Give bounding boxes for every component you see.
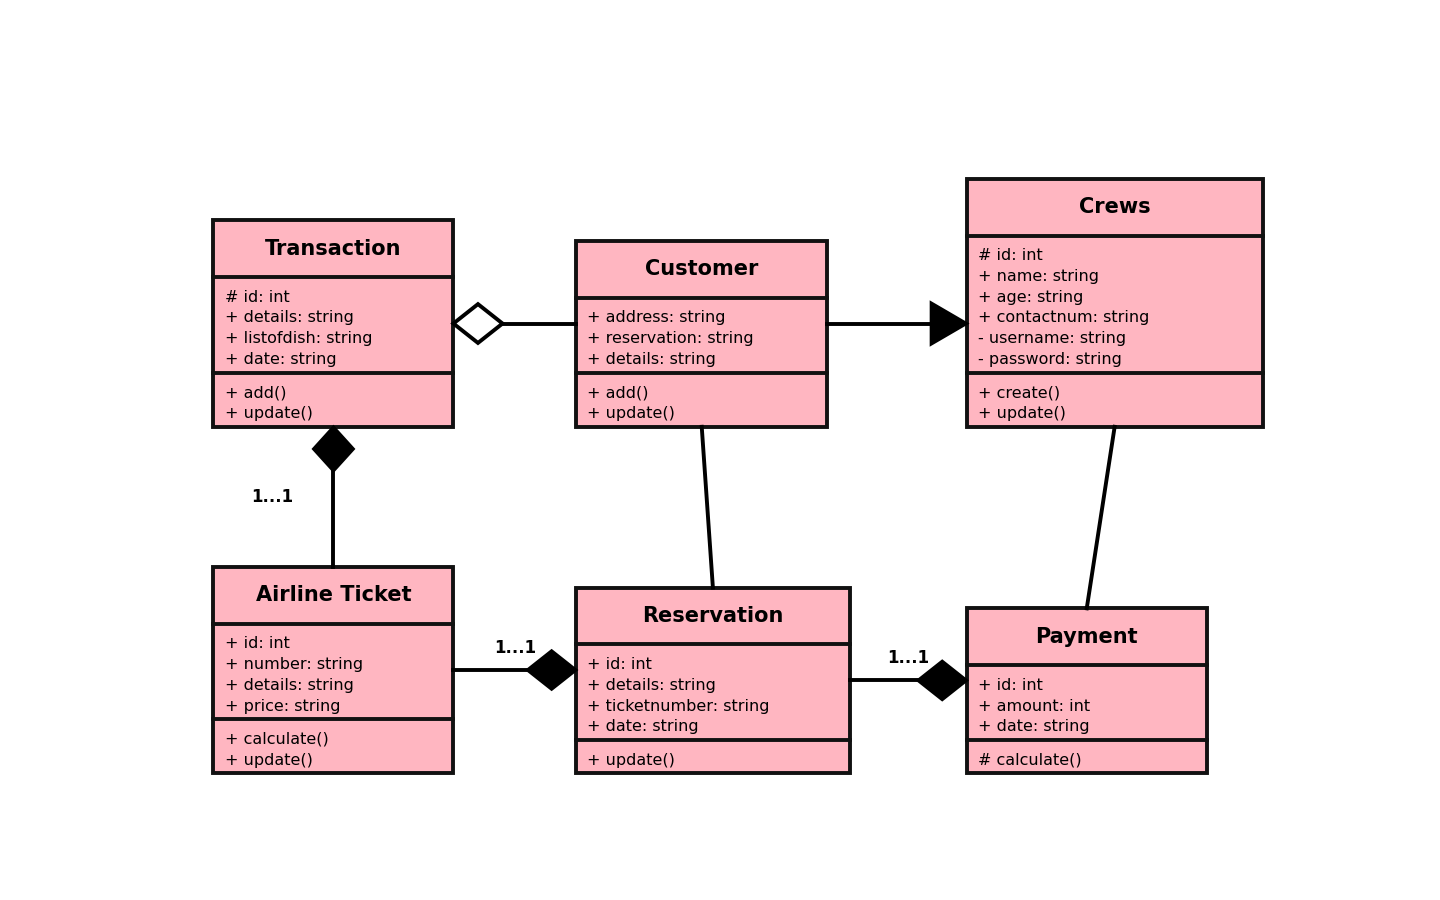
Bar <box>966 179 1263 427</box>
Text: Airline Ticket: Airline Ticket <box>256 585 412 605</box>
Bar <box>213 567 454 773</box>
Bar <box>966 608 1207 773</box>
Text: Customer: Customer <box>645 259 759 280</box>
Text: + date: string: + date: string <box>978 719 1090 734</box>
Text: - username: string: - username: string <box>978 331 1126 346</box>
Text: # calculate(): # calculate() <box>978 752 1081 768</box>
Bar <box>576 588 850 773</box>
Text: + details: string: + details: string <box>225 310 353 326</box>
Text: + date: string: + date: string <box>588 719 698 734</box>
Text: + date: string: + date: string <box>225 352 337 367</box>
Text: 1...1: 1...1 <box>887 649 929 667</box>
Text: + address: string: + address: string <box>588 310 726 326</box>
Text: Crews: Crews <box>1079 197 1151 217</box>
Text: + update(): + update() <box>978 406 1066 421</box>
Text: + id: int: + id: int <box>978 678 1043 693</box>
Text: 1...1: 1...1 <box>251 488 294 506</box>
Text: # id: int: # id: int <box>225 290 289 305</box>
Text: + details: string: + details: string <box>588 678 716 693</box>
Text: + add(): + add() <box>225 385 287 400</box>
Text: + price: string: + price: string <box>225 698 340 714</box>
Polygon shape <box>917 661 966 700</box>
Text: + amount: int: + amount: int <box>978 698 1090 714</box>
Text: + calculate(): + calculate() <box>225 732 328 747</box>
Text: + age: string: + age: string <box>978 290 1083 305</box>
Bar <box>576 241 827 427</box>
Text: Reservation: Reservation <box>642 606 783 626</box>
Text: Transaction: Transaction <box>265 238 402 258</box>
Polygon shape <box>454 304 503 343</box>
Polygon shape <box>527 651 576 689</box>
Text: Payment: Payment <box>1035 626 1138 647</box>
Text: + contactnum: string: + contactnum: string <box>978 310 1149 326</box>
Polygon shape <box>314 427 354 471</box>
Text: + update(): + update() <box>225 752 312 768</box>
Text: # id: int: # id: int <box>978 248 1043 263</box>
Text: + number: string: + number: string <box>225 657 363 672</box>
Text: + reservation: string: + reservation: string <box>588 331 755 346</box>
Text: + add(): + add() <box>588 385 649 400</box>
Polygon shape <box>932 302 966 345</box>
Text: + name: string: + name: string <box>978 269 1099 284</box>
Text: + details: string: + details: string <box>225 678 353 693</box>
Text: + listofdish: string: + listofdish: string <box>225 331 372 346</box>
Text: + id: int: + id: int <box>588 657 652 672</box>
Text: - password: string: - password: string <box>978 352 1122 367</box>
Text: + create(): + create() <box>978 385 1060 400</box>
Text: + details: string: + details: string <box>588 352 716 367</box>
Text: + id: int: + id: int <box>225 636 289 652</box>
Text: 1...1: 1...1 <box>494 639 536 657</box>
Bar <box>213 220 454 427</box>
Text: + update(): + update() <box>588 752 675 768</box>
Text: + update(): + update() <box>588 406 675 421</box>
Text: + update(): + update() <box>225 406 312 421</box>
Text: + ticketnumber: string: + ticketnumber: string <box>588 698 770 714</box>
